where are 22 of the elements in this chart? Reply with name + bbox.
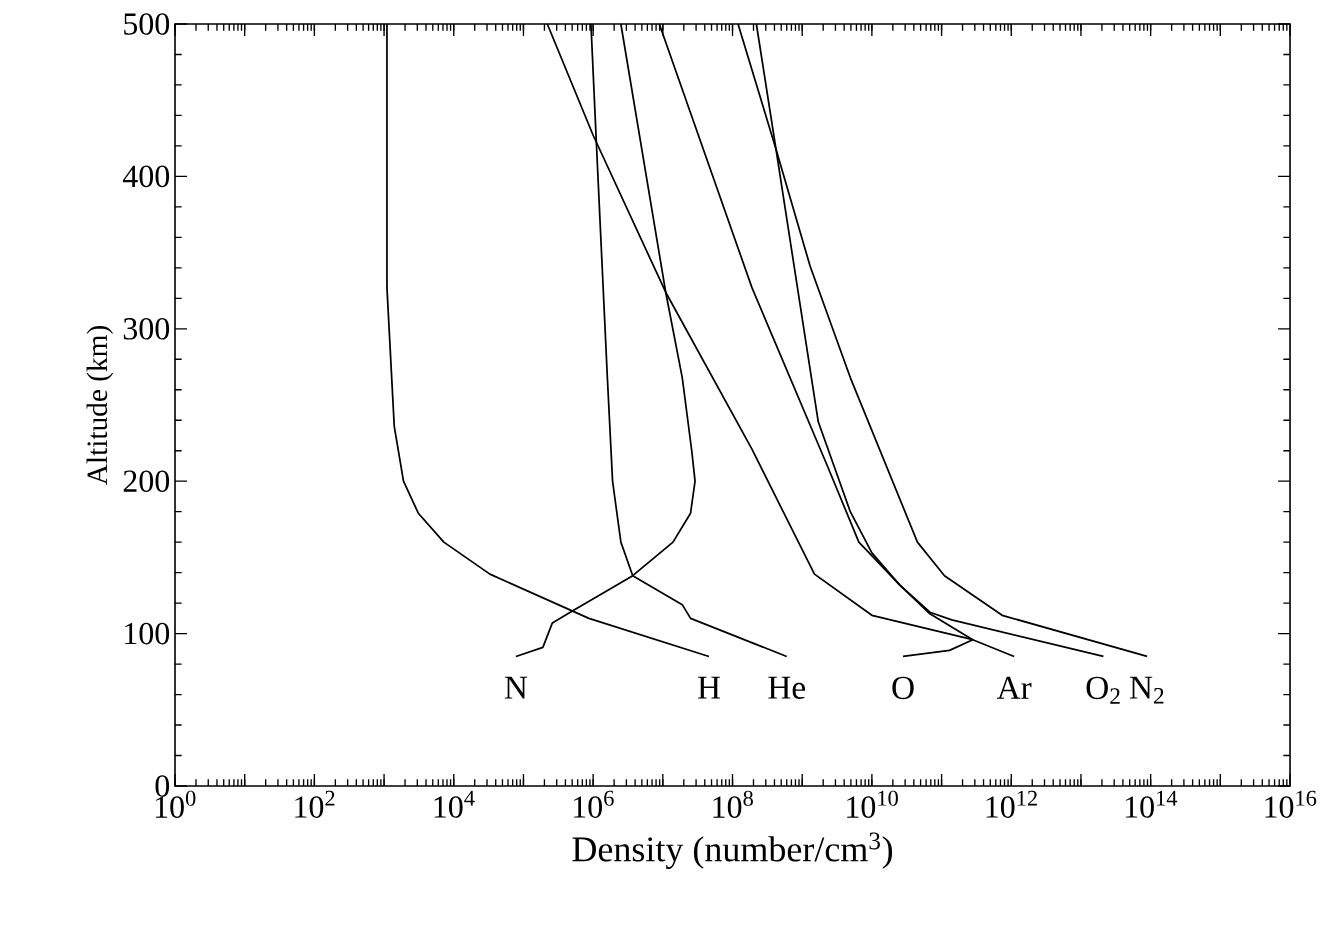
x-tick-label: 10$^{4}$ (434, 790, 475, 818)
y-tick-label: 200 (123, 470, 170, 492)
series-label: Ar (996, 676, 1032, 699)
x-tick-label: 10$^{10}$ (847, 790, 898, 818)
y-tick-label: 400 (122, 165, 170, 188)
series-label: He (768, 676, 806, 699)
y-tick-label: 100 (125, 622, 170, 645)
y-tick-label: 300 (123, 317, 170, 340)
x-tick-label: 10$^{12}$ (986, 790, 1037, 818)
x-tick-label: 10$^{8}$ (713, 790, 753, 818)
x-tick-label: 10$^{16}$ (1265, 790, 1317, 818)
series-label: H (697, 676, 721, 699)
x-tick-label: 10$^{14}$ (1125, 790, 1178, 818)
series-label: N (504, 676, 528, 699)
x-tick-label: 10$^{6}$ (574, 790, 614, 818)
series-label: O (892, 676, 914, 700)
x-tick-label: 10$^{2}$ (295, 790, 335, 818)
y-axis-title: Altitude (km) (86, 326, 114, 485)
series-label: N$_{2}$ (1129, 676, 1164, 704)
x-axis-title: Density (number/cm$^{3}$) (572, 832, 893, 869)
series-label: O$_{2}$ (1086, 676, 1120, 704)
y-tick-label: 500 (124, 13, 170, 35)
